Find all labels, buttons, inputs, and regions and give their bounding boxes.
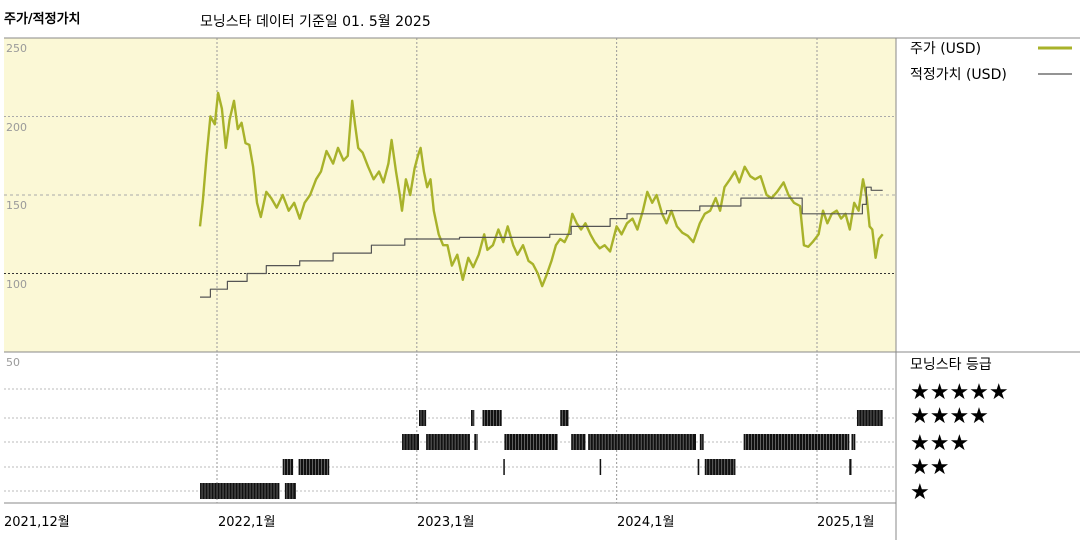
rating-segment-1star-22 <box>284 483 296 499</box>
rating-segment-3star-11 <box>699 434 704 450</box>
rating-4-stars: ★★★★ <box>910 404 989 429</box>
rating-bar <box>419 410 427 426</box>
y-tick-150: 150 <box>6 199 27 212</box>
rating-bar <box>474 434 478 450</box>
legend: 주가 (USD) 적정가치 (USD) 모닝스타 등급 ★★★★★ ★★★★ ★… <box>910 41 1072 505</box>
y-tick-250: 250 <box>6 42 27 55</box>
rating-bar <box>560 410 569 426</box>
rating-segment-4star-3 <box>560 410 569 426</box>
y-tick-100: 100 <box>6 278 27 291</box>
rating-bar <box>599 459 602 475</box>
rating-1-star: ★ <box>910 480 930 505</box>
rating-segment-2star-20 <box>849 459 852 475</box>
legend-rating-title: 모닝스타 등급 <box>910 357 992 373</box>
rating-segment-2star-14 <box>282 459 294 475</box>
fair-value-line <box>200 186 883 298</box>
rating-segment-4star-4 <box>856 410 883 426</box>
legend-price-label: 주가 (USD) <box>910 41 981 57</box>
rating-segment-4star-1 <box>471 410 475 426</box>
rating-5-stars: ★★★★★ <box>910 380 1009 405</box>
panel-title: 주가/적정가치 <box>4 12 81 27</box>
rating-bar <box>849 459 852 475</box>
rating-segment-3star-8 <box>504 434 558 450</box>
rating-segment-2star-15 <box>298 459 330 475</box>
rating-bar <box>503 459 505 475</box>
rating-segment-1star-21 <box>200 483 280 499</box>
rating-segment-3star-10 <box>588 434 697 450</box>
rating-2-stars: ★★ <box>910 455 949 480</box>
rating-bar <box>588 434 697 450</box>
y-tick-labels: 250 200 150 100 50 <box>6 42 27 369</box>
x-tick-2: 2023,1월 <box>417 515 474 530</box>
rating-bar <box>697 459 700 475</box>
rating-bar <box>402 434 420 450</box>
legend-fair-value-label: 적정가치 (USD) <box>910 67 1007 83</box>
rating-segment-2star-18 <box>697 459 700 475</box>
rating-segment-2star-17 <box>599 459 602 475</box>
price-line <box>198 91 884 288</box>
rating-segment-3star-6 <box>426 434 470 450</box>
rating-segment-2star-16 <box>503 459 505 475</box>
rating-bar <box>504 434 558 450</box>
series-lines <box>198 91 884 298</box>
rating-bar <box>200 483 280 499</box>
rating-bar <box>284 483 296 499</box>
rating-segment-3star-7 <box>474 434 478 450</box>
rating-3-stars: ★★★ <box>910 431 969 456</box>
rating-history <box>200 410 883 499</box>
y-tick-200: 200 <box>6 121 27 134</box>
chart-subtitle: 모닝스타 데이터 기준일 01. 5월 2025 <box>200 14 431 30</box>
rating-segment-3star-12 <box>743 434 850 450</box>
x-tick-labels: 2021,12월 2022,1월 2023,1월 2024,1월 2025,1월 <box>4 515 874 530</box>
rating-bar <box>426 434 470 450</box>
rating-bar <box>482 410 502 426</box>
rating-segment-4star-2 <box>482 410 502 426</box>
rating-segment-3star-13 <box>851 434 856 450</box>
x-tick-4: 2025,1월 <box>817 515 874 530</box>
rating-segment-3star-9 <box>571 434 586 450</box>
x-tick-0: 2021,12월 <box>4 515 70 530</box>
rating-bar <box>471 410 475 426</box>
x-tick-3: 2024,1월 <box>617 515 674 530</box>
rating-bar <box>856 410 883 426</box>
rating-segment-3star-5 <box>402 434 420 450</box>
rating-segment-4star-0 <box>419 410 427 426</box>
y-tick-50: 50 <box>6 356 20 369</box>
x-tick-1: 2022,1월 <box>218 515 275 530</box>
rating-segment-2star-19 <box>704 459 736 475</box>
rating-bar <box>571 434 586 450</box>
